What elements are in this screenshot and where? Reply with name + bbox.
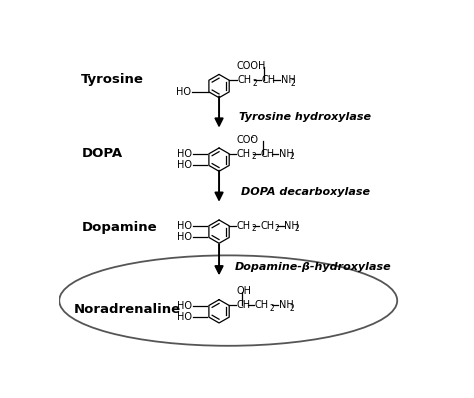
Text: HO: HO <box>176 160 191 170</box>
Text: HO: HO <box>176 312 191 322</box>
Text: NH: NH <box>284 221 299 231</box>
Text: Noradrenaline: Noradrenaline <box>74 303 181 316</box>
Text: 2: 2 <box>252 79 257 88</box>
Text: CH: CH <box>261 149 275 159</box>
Text: HO: HO <box>176 87 191 97</box>
Text: 2: 2 <box>290 304 294 313</box>
Text: -: - <box>250 133 253 142</box>
Text: 2: 2 <box>294 224 300 233</box>
Text: 2: 2 <box>291 79 296 88</box>
Text: CH: CH <box>237 300 251 310</box>
Text: 2: 2 <box>251 224 256 233</box>
Text: CH: CH <box>255 300 269 310</box>
Text: 2: 2 <box>270 304 274 313</box>
Text: DOPA: DOPA <box>82 147 122 160</box>
Text: COOH: COOH <box>237 61 266 72</box>
Text: CH: CH <box>237 149 251 159</box>
Text: CH: CH <box>237 75 251 85</box>
Text: HO: HO <box>176 301 191 311</box>
Text: 2: 2 <box>251 152 256 161</box>
Text: NH: NH <box>279 149 294 159</box>
Text: CH: CH <box>237 221 251 231</box>
Text: Dopamine: Dopamine <box>82 220 157 234</box>
Text: HO: HO <box>176 221 191 231</box>
Text: Tyrosine hydroxylase: Tyrosine hydroxylase <box>239 112 371 122</box>
Text: CH: CH <box>262 75 276 85</box>
Text: HO: HO <box>176 232 191 242</box>
Text: 2: 2 <box>290 152 294 161</box>
Text: CH: CH <box>260 221 274 231</box>
Text: OH: OH <box>237 286 252 296</box>
Text: COO: COO <box>237 135 258 145</box>
Text: 2: 2 <box>275 224 280 233</box>
Text: NH: NH <box>279 300 294 310</box>
Text: Tyrosine: Tyrosine <box>82 74 144 86</box>
Text: HO: HO <box>176 149 191 159</box>
Text: Dopamine-β-hydroxylase: Dopamine-β-hydroxylase <box>235 262 391 272</box>
Text: DOPA decarboxylase: DOPA decarboxylase <box>241 187 370 197</box>
Text: NH: NH <box>281 75 295 85</box>
